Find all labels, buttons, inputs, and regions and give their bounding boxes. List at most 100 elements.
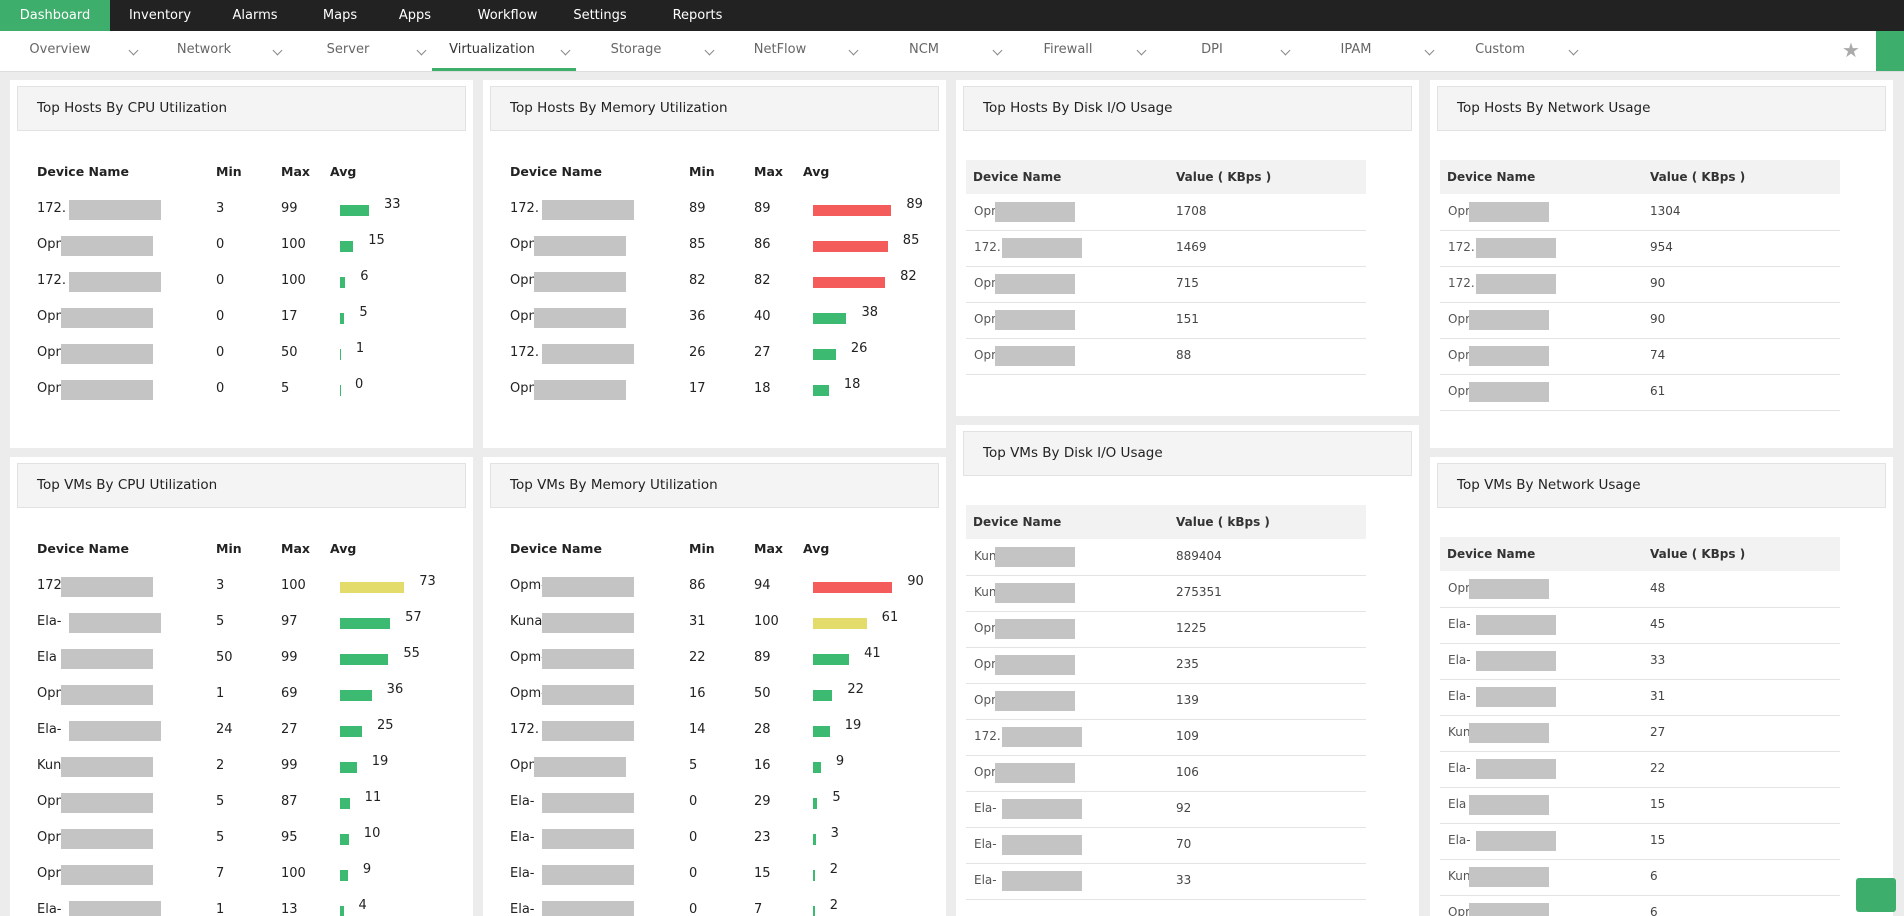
avg-value: 22	[847, 682, 864, 697]
nav-item[interactable]: Workflow	[477, 8, 538, 23]
star-icon[interactable]: ★	[1842, 38, 1860, 62]
sub-nav-item[interactable]: Custom	[1475, 42, 1525, 57]
sub-nav-item[interactable]: DPI	[1201, 42, 1223, 57]
device-name: Ela	[37, 650, 57, 665]
redacted-name	[542, 200, 634, 220]
sub-nav-item[interactable]: Storage	[610, 42, 662, 57]
table-row	[966, 575, 1366, 612]
redacted-name	[542, 649, 634, 669]
nav-item[interactable]: Reports	[672, 8, 723, 23]
max-value: 82	[754, 273, 771, 288]
sub-nav-item[interactable]: Overview	[29, 42, 91, 57]
device-name: Opm	[510, 309, 542, 324]
device-name: Kuna	[510, 614, 543, 629]
value: 48	[1650, 581, 1666, 595]
avg-bar	[813, 726, 830, 737]
max-value: 13	[281, 902, 298, 916]
column-header: Max	[754, 164, 783, 179]
sub-nav-item[interactable]: IPAM	[1340, 42, 1372, 57]
redacted-name	[542, 721, 634, 741]
redacted-name	[61, 829, 153, 849]
nav-item[interactable]: Apps	[398, 8, 432, 23]
avg-bar	[340, 906, 344, 916]
table-header	[1440, 537, 1840, 571]
avg-bar	[340, 205, 370, 216]
redacted-name	[61, 649, 153, 669]
table-row	[1440, 302, 1840, 339]
avg-value: 11	[364, 790, 382, 805]
avg-bar	[813, 762, 821, 773]
table-row	[1440, 823, 1840, 860]
avg-bar	[340, 690, 372, 701]
device-name: Opm-	[510, 686, 546, 701]
settings-tab[interactable]	[1876, 31, 1904, 71]
value: 15	[1650, 797, 1666, 811]
redacted-name	[534, 236, 626, 256]
nav-item[interactable]: Maps	[322, 8, 358, 23]
sub-nav-item[interactable]: NetFlow	[753, 42, 807, 57]
max-value: 16	[754, 758, 771, 773]
sub-nav-item[interactable]: Server	[326, 42, 370, 57]
sub-nav-item[interactable]: Firewall	[1043, 42, 1093, 57]
redacted-name	[1476, 687, 1556, 707]
max-value: 100	[281, 273, 306, 288]
table-header	[966, 160, 1366, 194]
nav-item[interactable]: Alarms	[232, 8, 278, 23]
device-name: Ela-	[974, 873, 997, 887]
table-row	[966, 647, 1366, 684]
avg-bar	[813, 798, 818, 809]
device-name: 172.	[510, 722, 539, 737]
avg-value: 18	[843, 377, 861, 392]
min-value: 3	[216, 201, 225, 216]
avg-value: 57	[405, 610, 422, 625]
table-header	[966, 505, 1366, 539]
redacted-name	[542, 793, 634, 813]
min-value: 1	[216, 686, 225, 701]
min-value: 0	[216, 273, 225, 288]
sub-nav-item[interactable]: Virtualization	[432, 31, 576, 71]
device-name: Opm	[37, 686, 69, 701]
avg-bar	[813, 834, 816, 845]
min-value: 89	[689, 201, 706, 216]
min-value: 26	[689, 345, 706, 360]
column-header: Device Name	[510, 541, 602, 556]
max-value: 87	[281, 794, 298, 809]
avg-bar	[813, 618, 867, 629]
value: 889404	[1176, 549, 1222, 563]
nav-item[interactable]: Settings	[573, 8, 627, 23]
table-row	[966, 194, 1366, 231]
avg-value: 90	[907, 574, 924, 589]
value: 61	[1650, 384, 1666, 398]
column-header: Min	[689, 164, 715, 179]
device-name: 172.	[974, 240, 1001, 254]
avg-value: 25	[377, 718, 394, 733]
sub-nav-item[interactable]: NCM	[908, 42, 940, 57]
min-value: 0	[216, 237, 225, 252]
value: 235	[1176, 657, 1199, 671]
redacted-name	[995, 583, 1075, 603]
sub-nav-item[interactable]: Network	[176, 42, 232, 57]
device-name: 172.	[1448, 240, 1475, 254]
nav-item[interactable]: Dashboard	[0, 0, 110, 31]
redacted-name	[995, 274, 1075, 294]
redacted-name	[61, 308, 153, 328]
avg-value: 4	[358, 898, 367, 913]
value: 27	[1650, 725, 1666, 739]
device-name: Ela-	[510, 830, 535, 845]
device-name: Ela-	[1448, 761, 1471, 775]
value: 6	[1650, 869, 1658, 883]
value: 106	[1176, 765, 1199, 779]
device-name: Ela-	[510, 866, 535, 881]
avg-value: 15	[368, 233, 385, 248]
redacted-name	[69, 901, 161, 916]
nav-item[interactable]: Inventory	[128, 8, 192, 23]
device-name: 172	[37, 578, 62, 593]
device-name: Opr	[37, 830, 61, 845]
avg-value: 36	[386, 682, 404, 697]
min-value: 14	[689, 722, 706, 737]
redacted-name	[542, 901, 634, 916]
chat-button[interactable]	[1856, 878, 1896, 912]
redacted-name	[1476, 651, 1556, 671]
value: 1304	[1650, 204, 1681, 218]
max-value: 50	[754, 686, 771, 701]
